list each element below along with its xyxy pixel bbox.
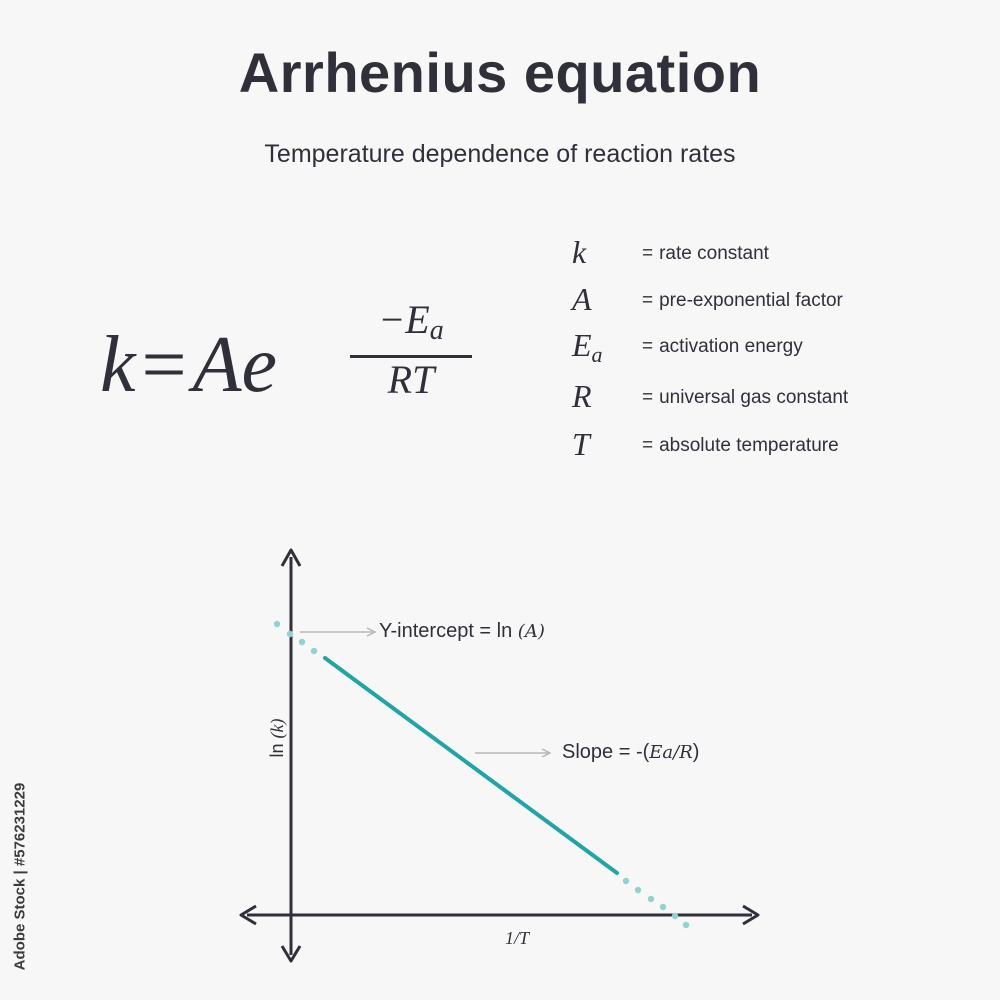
legend-symbol-sub: a xyxy=(591,341,603,367)
intercept-label-text: Y-intercept = ln xyxy=(379,620,518,642)
extrapolation-dot xyxy=(682,921,690,929)
legend-item-r: R = universal gas constant xyxy=(572,378,848,418)
slope-label: Slope = -(Ea/R) xyxy=(562,741,699,764)
legend-item-k: k = rate constant xyxy=(572,234,769,274)
legend-description-text: universal gas constant xyxy=(659,387,849,408)
y-axis-arrow-down-icon xyxy=(280,945,302,963)
legend-equals: = xyxy=(642,336,654,357)
intercept-label-math: (A) xyxy=(517,621,545,642)
extrapolation-dot xyxy=(659,903,667,911)
equation-main: k=Ae xyxy=(100,320,277,410)
legend-symbol: T xyxy=(572,426,642,467)
x-axis-arrow-left-icon xyxy=(239,904,257,926)
stock-id-watermark: Adobe Stock | #576231229 xyxy=(8,766,29,990)
legend-description: = pre-exponential factor xyxy=(642,290,843,312)
legend-description-text: absolute temperature xyxy=(659,435,839,456)
extrapolation-dot xyxy=(622,877,630,885)
legend-description: = activation energy xyxy=(642,336,803,358)
extrapolation-dot xyxy=(647,895,655,903)
extrapolation-dot xyxy=(298,638,306,646)
legend-description: = absolute temperature xyxy=(642,435,839,457)
equation-equals-sign: = xyxy=(141,321,187,409)
y-axis-arrow-up-icon xyxy=(280,548,302,567)
extrapolation-dot xyxy=(273,620,281,628)
legend-item-ea: Ea = activation energy xyxy=(572,327,803,367)
extrapolation-dot xyxy=(671,912,679,920)
legend-symbol-main: A xyxy=(572,280,592,317)
fraction-bar xyxy=(350,355,472,358)
slope-label-close: ) xyxy=(692,741,700,763)
x-axis-arrow-right-icon xyxy=(742,904,760,926)
legend-symbol: k xyxy=(572,234,642,275)
legend-description-text: rate constant xyxy=(659,243,769,264)
extrapolation-dots xyxy=(273,620,690,929)
y-axis-label-math: (k) xyxy=(267,718,287,739)
legend-symbol: R xyxy=(572,378,642,419)
extrapolation-dot xyxy=(310,647,318,655)
legend-description: = rate constant xyxy=(642,243,769,265)
legend-item-a: A = pre-exponential factor xyxy=(572,281,843,321)
legend-item-t: T = absolute temperature xyxy=(572,426,839,466)
legend-description-text: activation energy xyxy=(659,336,803,357)
page-title: Arrhenius equation xyxy=(238,41,762,104)
legend-symbol: A xyxy=(572,281,642,322)
exponent-numerator-sub: a xyxy=(429,315,444,346)
legend-symbol-main: E xyxy=(572,326,592,363)
extrapolation-dot xyxy=(286,630,294,638)
legend-symbol: Ea xyxy=(572,327,642,368)
extrapolation-dot xyxy=(634,886,642,894)
legend-equals: = xyxy=(642,290,654,311)
exponent-denominator: RT xyxy=(387,357,435,402)
exponent-numerator-text: −E xyxy=(378,297,430,342)
intercept-label: Y-intercept = ln (A) xyxy=(379,620,545,643)
stock-id-text: Adobe Stock | #576231229 xyxy=(11,782,29,971)
legend-equals: = xyxy=(642,435,654,456)
exponent-numerator: −Ea xyxy=(350,298,472,353)
slope-label-math: Ea/R xyxy=(649,742,693,763)
y-axis-label-text: ln xyxy=(267,738,287,758)
equation-exponent-fraction: −Ea RT xyxy=(350,298,472,400)
legend-description-text: pre-exponential factor xyxy=(659,290,843,311)
slope-label-text: Slope = -( xyxy=(562,741,650,763)
equation-lhs: k xyxy=(100,321,136,409)
legend-equals: = xyxy=(642,387,654,408)
legend-symbol-main: k xyxy=(572,233,587,270)
y-axis-label: ln (k) xyxy=(267,698,288,778)
equation-rhs-base: Ae xyxy=(192,321,278,409)
legend-description: = universal gas constant xyxy=(642,387,848,409)
page-subtitle: Temperature dependence of reaction rates xyxy=(264,140,736,168)
legend-symbol-main: R xyxy=(572,377,592,414)
regression-line xyxy=(323,656,619,875)
legend-equals: = xyxy=(642,243,654,264)
legend-symbol-main: T xyxy=(572,425,590,462)
x-axis-label: 1/T xyxy=(505,928,530,948)
